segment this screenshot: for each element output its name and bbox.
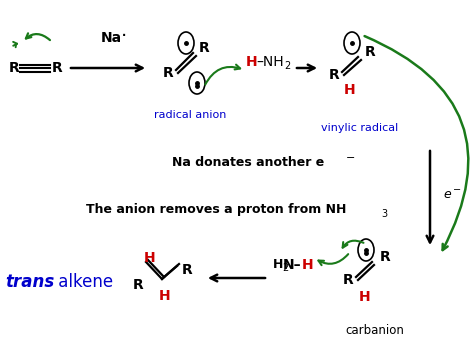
Text: R: R <box>52 61 63 75</box>
Text: R: R <box>365 45 375 59</box>
Text: H: H <box>302 258 314 272</box>
Text: H: H <box>144 251 156 265</box>
Text: R: R <box>182 263 192 277</box>
Text: 2: 2 <box>284 61 290 71</box>
Text: R: R <box>380 250 391 264</box>
Text: R: R <box>133 278 143 292</box>
Text: −: − <box>453 185 461 195</box>
Text: H: H <box>359 290 371 304</box>
Text: –NH: –NH <box>256 55 284 69</box>
Text: ·: · <box>121 28 127 46</box>
Text: R: R <box>163 66 173 80</box>
Text: −: − <box>346 153 356 163</box>
Text: R: R <box>9 61 19 75</box>
Text: 2: 2 <box>282 263 288 273</box>
Text: e: e <box>443 188 451 201</box>
Text: H: H <box>246 55 258 69</box>
Text: R: R <box>199 41 210 55</box>
Text: R: R <box>328 68 339 82</box>
Text: H: H <box>344 83 356 97</box>
Text: N–: N– <box>283 258 301 272</box>
Text: R: R <box>343 273 354 287</box>
Text: radical anion: radical anion <box>154 110 226 120</box>
Text: H: H <box>273 259 283 272</box>
Text: Na donates another e: Na donates another e <box>172 156 324 169</box>
Text: carbanion: carbanion <box>346 324 404 336</box>
Text: trans: trans <box>5 273 54 291</box>
Text: The anion removes a proton from NH: The anion removes a proton from NH <box>86 203 346 216</box>
Text: 3: 3 <box>381 209 387 219</box>
Text: Na: Na <box>100 31 121 45</box>
Text: H: H <box>159 289 171 303</box>
Text: vinylic radical: vinylic radical <box>321 123 399 133</box>
Text: alkene: alkene <box>53 273 113 291</box>
